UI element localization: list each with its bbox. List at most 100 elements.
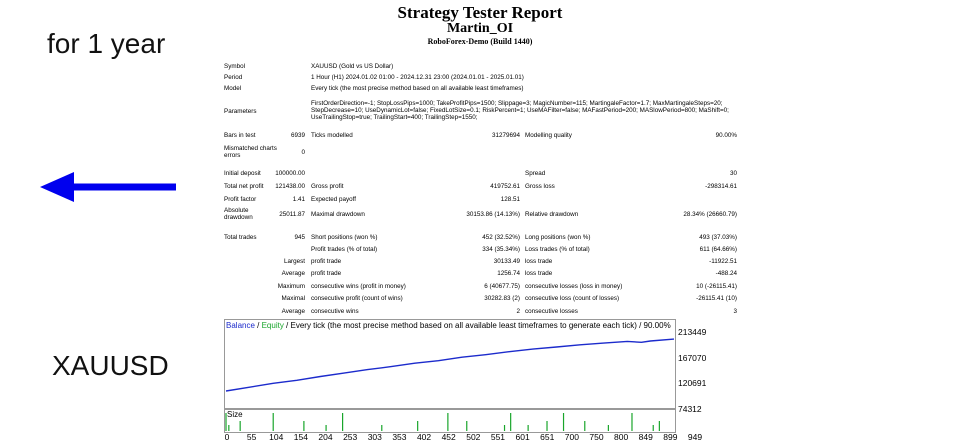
gross-loss-value: -298314.61 — [705, 183, 737, 190]
largest-profit-label: profit trade — [311, 258, 342, 265]
spread-value: 30 — [729, 170, 737, 177]
avg-label: Average — [281, 308, 305, 315]
initial-deposit-label: Initial deposit — [224, 170, 261, 177]
x-tick-label: 949 — [687, 432, 703, 442]
quality-value: 90.00% — [715, 132, 737, 139]
relative-drawdown-value: 28.34% (26660.79) — [683, 211, 737, 218]
total-trades-value: 945 — [294, 234, 305, 241]
absolute-drawdown-value: 25011.87 — [279, 211, 305, 218]
symbol-label: Symbol — [224, 63, 245, 70]
initial-deposit-value: 100000.00 — [275, 170, 305, 177]
max-cons-wins-value: 6 (40677.75) — [484, 283, 520, 290]
x-tick-label: 452 — [441, 432, 456, 442]
short-positions-value: 452 (32.52%) — [482, 234, 520, 241]
x-tick-label: 601 — [515, 432, 530, 442]
relative-drawdown-label: Relative drawdown — [525, 211, 579, 218]
size-chart-area — [224, 409, 676, 433]
y-tick-label: 120691 — [678, 378, 707, 388]
y-tick-label: 74312 — [678, 404, 702, 414]
short-positions-label: Short positions (won %) — [311, 234, 378, 241]
maximal-cons-profit-value: 30282.83 (2) — [484, 295, 520, 302]
legend-description: / Every tick (the most precise method ba… — [283, 321, 671, 330]
expected-payoff-value: 128.51 — [500, 196, 520, 203]
x-tick-label: 253 — [343, 432, 358, 442]
profit-trades-label: Profit trades (% of total) — [311, 246, 378, 253]
avg-cons-wins-value: 2 — [516, 308, 520, 315]
size-histogram — [225, 413, 660, 431]
mismatch-value: 0 — [301, 149, 305, 156]
maximal-cons-loss-label: consecutive loss (count of losses) — [525, 295, 620, 302]
average-profit-label: profit trade — [311, 270, 342, 277]
avg-cons-wins-label: consecutive wins — [311, 308, 359, 315]
max-cons-losses-label: consecutive losses (loss in money) — [525, 283, 623, 290]
left-arrow-icon — [40, 172, 176, 202]
balance-series-line — [225, 338, 675, 392]
loss-trades-value: 611 (64.66%) — [699, 246, 737, 253]
x-tick-label: 502 — [466, 432, 481, 442]
expected-payoff-label: Expected payoff — [311, 196, 357, 203]
ticks-label: Ticks modelled — [311, 132, 353, 139]
mismatch-label: Mismatched charts errors — [224, 145, 277, 159]
profit-factor-label: Profit factor — [224, 196, 257, 203]
largest-profit-value: 30133.49 — [493, 258, 520, 265]
average-loss-value: -488.24 — [715, 270, 737, 277]
period-value: 1 Hour (H1) 2024.01.02 01:00 - 2024.12.3… — [311, 74, 524, 81]
profit-factor-value: 1.41 — [292, 196, 305, 203]
x-tick-label: 899 — [663, 432, 678, 442]
gross-profit-label: Gross profit — [311, 183, 344, 190]
largest-loss-label: loss trade — [525, 258, 553, 265]
long-positions-label: Long positions (won %) — [525, 234, 591, 241]
max-cons-losses-value: 10 (-26115.41) — [696, 283, 737, 290]
report-subtitle: Martin_OI — [446, 21, 514, 36]
x-tick-label: 303 — [367, 432, 382, 442]
x-tick-label: 55 — [246, 432, 257, 442]
maximal-drawdown-label: Maximal drawdown — [311, 211, 365, 218]
model-label: Model — [224, 85, 242, 92]
spread-label: Spread — [525, 170, 546, 177]
balance-chart-area — [224, 319, 676, 409]
y-tick-label: 213449 — [678, 327, 707, 337]
bars-value: 6939 — [290, 132, 305, 139]
legend-separator: / — [254, 321, 262, 330]
x-tick-label: 204 — [318, 432, 333, 442]
long-positions-value: 493 (37.03%) — [699, 234, 737, 241]
average-loss-label: loss trade — [525, 270, 553, 277]
x-tick-label: 700 — [564, 432, 579, 442]
maximal-label: Maximal — [281, 295, 305, 302]
net-profit-value: 121438.00 — [275, 183, 305, 190]
net-profit-label: Total net profit — [224, 183, 264, 190]
x-tick-label: 154 — [293, 432, 308, 442]
strategy-report: Strategy Tester Report Martin_OI RoboFor… — [220, 0, 740, 443]
ticks-value: 31279694 — [491, 132, 520, 139]
legend-balance: Balance — [226, 321, 255, 330]
x-tick-label: 800 — [614, 432, 629, 442]
x-tick-label: 849 — [638, 432, 653, 442]
x-tick-label: 651 — [540, 432, 555, 442]
avg-cons-losses-value: 3 — [733, 308, 737, 315]
x-tick-label: 402 — [416, 432, 432, 442]
avg-cons-losses-label: consecutive losses — [525, 308, 578, 315]
maximal-cons-loss-value: -26115.41 (10) — [696, 295, 737, 302]
y-tick-label: 167070 — [678, 353, 707, 363]
maximum-label: Maximum — [277, 283, 305, 290]
period-label: Period — [224, 74, 243, 81]
parameters-value: FirstOrderDirection=-1; StopLossPips=100… — [311, 100, 729, 121]
chart-legend: Balance / Equity / Every tick (the most … — [226, 321, 671, 330]
x-tick-label: 353 — [392, 432, 407, 442]
bars-label: Bars in test — [224, 132, 256, 139]
symbol-value: XAUUSD (Gold vs US Dollar) — [311, 63, 394, 70]
caption-period: for 1 year — [47, 28, 166, 59]
model-value: Every tick (the most precise method base… — [311, 85, 524, 92]
size-label: Size — [227, 410, 243, 419]
x-tick-label: 104 — [269, 432, 284, 442]
legend-equity: Equity — [261, 321, 284, 330]
balance-line-plot — [225, 338, 675, 392]
maximal-cons-profit-label: consecutive profit (count of wins) — [311, 295, 403, 302]
parameters-label: Parameters — [224, 108, 257, 115]
gross-loss-label: Gross loss — [525, 183, 555, 190]
total-trades-label: Total trades — [224, 234, 257, 241]
average-profit-value: 1256.74 — [497, 270, 520, 277]
profit-trades-value: 334 (35.34%) — [482, 246, 520, 253]
x-tick-label: 0 — [224, 432, 230, 442]
x-tick-label: 551 — [490, 432, 506, 442]
